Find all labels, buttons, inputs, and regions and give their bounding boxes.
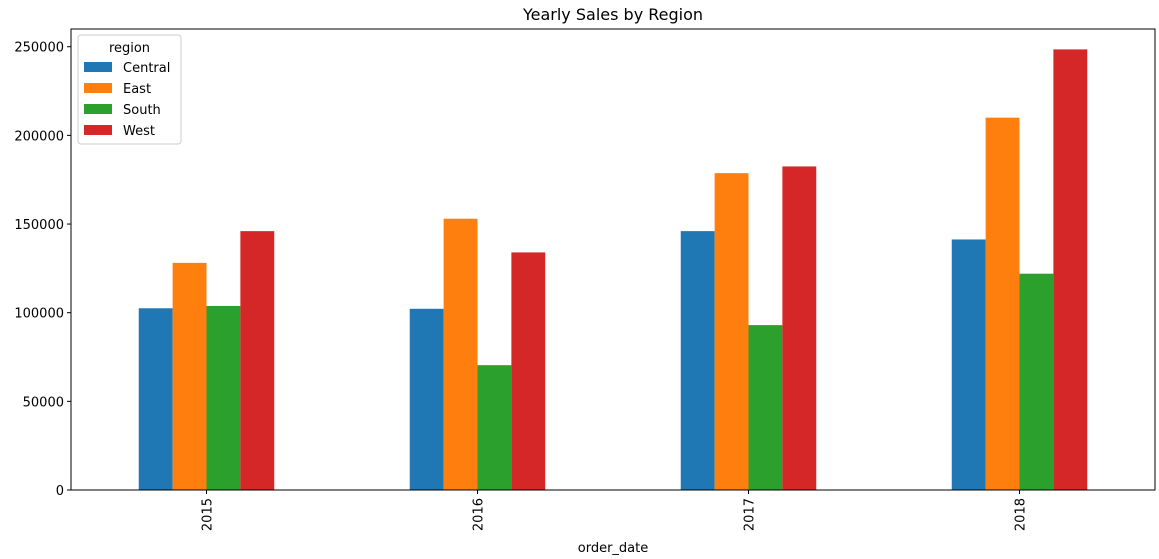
plot-frame bbox=[70, 28, 1156, 491]
bar-east-2016 bbox=[443, 218, 478, 490]
x-tick-label: 2018 bbox=[1014, 498, 1029, 531]
legend-entry-west: West bbox=[123, 124, 155, 139]
legend-swatch-east bbox=[84, 83, 112, 93]
bar-west-2017 bbox=[782, 166, 817, 491]
bar-south-2017 bbox=[748, 325, 783, 490]
bar-south-2016 bbox=[477, 365, 512, 490]
bar-central-2015 bbox=[138, 308, 173, 490]
y-axis: 0 50000 100000 150000 200000 250000 bbox=[14, 41, 71, 499]
bar-east-2018 bbox=[985, 117, 1020, 491]
bar-west-2018 bbox=[1053, 49, 1088, 491]
x-tick-label: 2016 bbox=[472, 498, 487, 531]
legend: region Central East South West bbox=[77, 34, 182, 145]
bar-west-2016 bbox=[511, 252, 546, 490]
y-tick-label: 150000 bbox=[14, 218, 64, 233]
bar-east-2017 bbox=[714, 173, 749, 490]
x-axis: 2015 2016 2017 2018 bbox=[201, 490, 1029, 531]
y-tick-label: 200000 bbox=[14, 129, 64, 144]
x-axis-label: order_date bbox=[578, 541, 648, 556]
bars-group bbox=[138, 49, 1088, 491]
bar-south-2015 bbox=[206, 305, 241, 490]
bar-central-2016 bbox=[409, 308, 444, 490]
x-tick-label: 2015 bbox=[201, 498, 216, 531]
legend-title: region bbox=[109, 41, 150, 56]
y-tick-label: 0 bbox=[56, 484, 64, 499]
legend-entry-south: South bbox=[123, 103, 161, 118]
y-tick-label: 250000 bbox=[14, 41, 64, 56]
legend-entry-east: East bbox=[123, 82, 151, 97]
y-tick-label: 50000 bbox=[23, 395, 64, 410]
legend-swatch-west bbox=[84, 125, 112, 135]
legend-entry-central: Central bbox=[123, 61, 170, 76]
legend-swatch-south bbox=[84, 104, 112, 114]
x-tick-label: 2017 bbox=[743, 498, 758, 531]
bar-west-2015 bbox=[240, 231, 275, 490]
y-tick-label: 100000 bbox=[14, 307, 64, 322]
bar-central-2017 bbox=[680, 231, 715, 490]
chart-title: Yearly Sales by Region bbox=[522, 5, 703, 24]
bar-east-2015 bbox=[172, 262, 207, 490]
bar-south-2018 bbox=[1019, 273, 1054, 490]
bar-central-2018 bbox=[951, 239, 986, 490]
legend-swatch-central bbox=[84, 62, 112, 72]
